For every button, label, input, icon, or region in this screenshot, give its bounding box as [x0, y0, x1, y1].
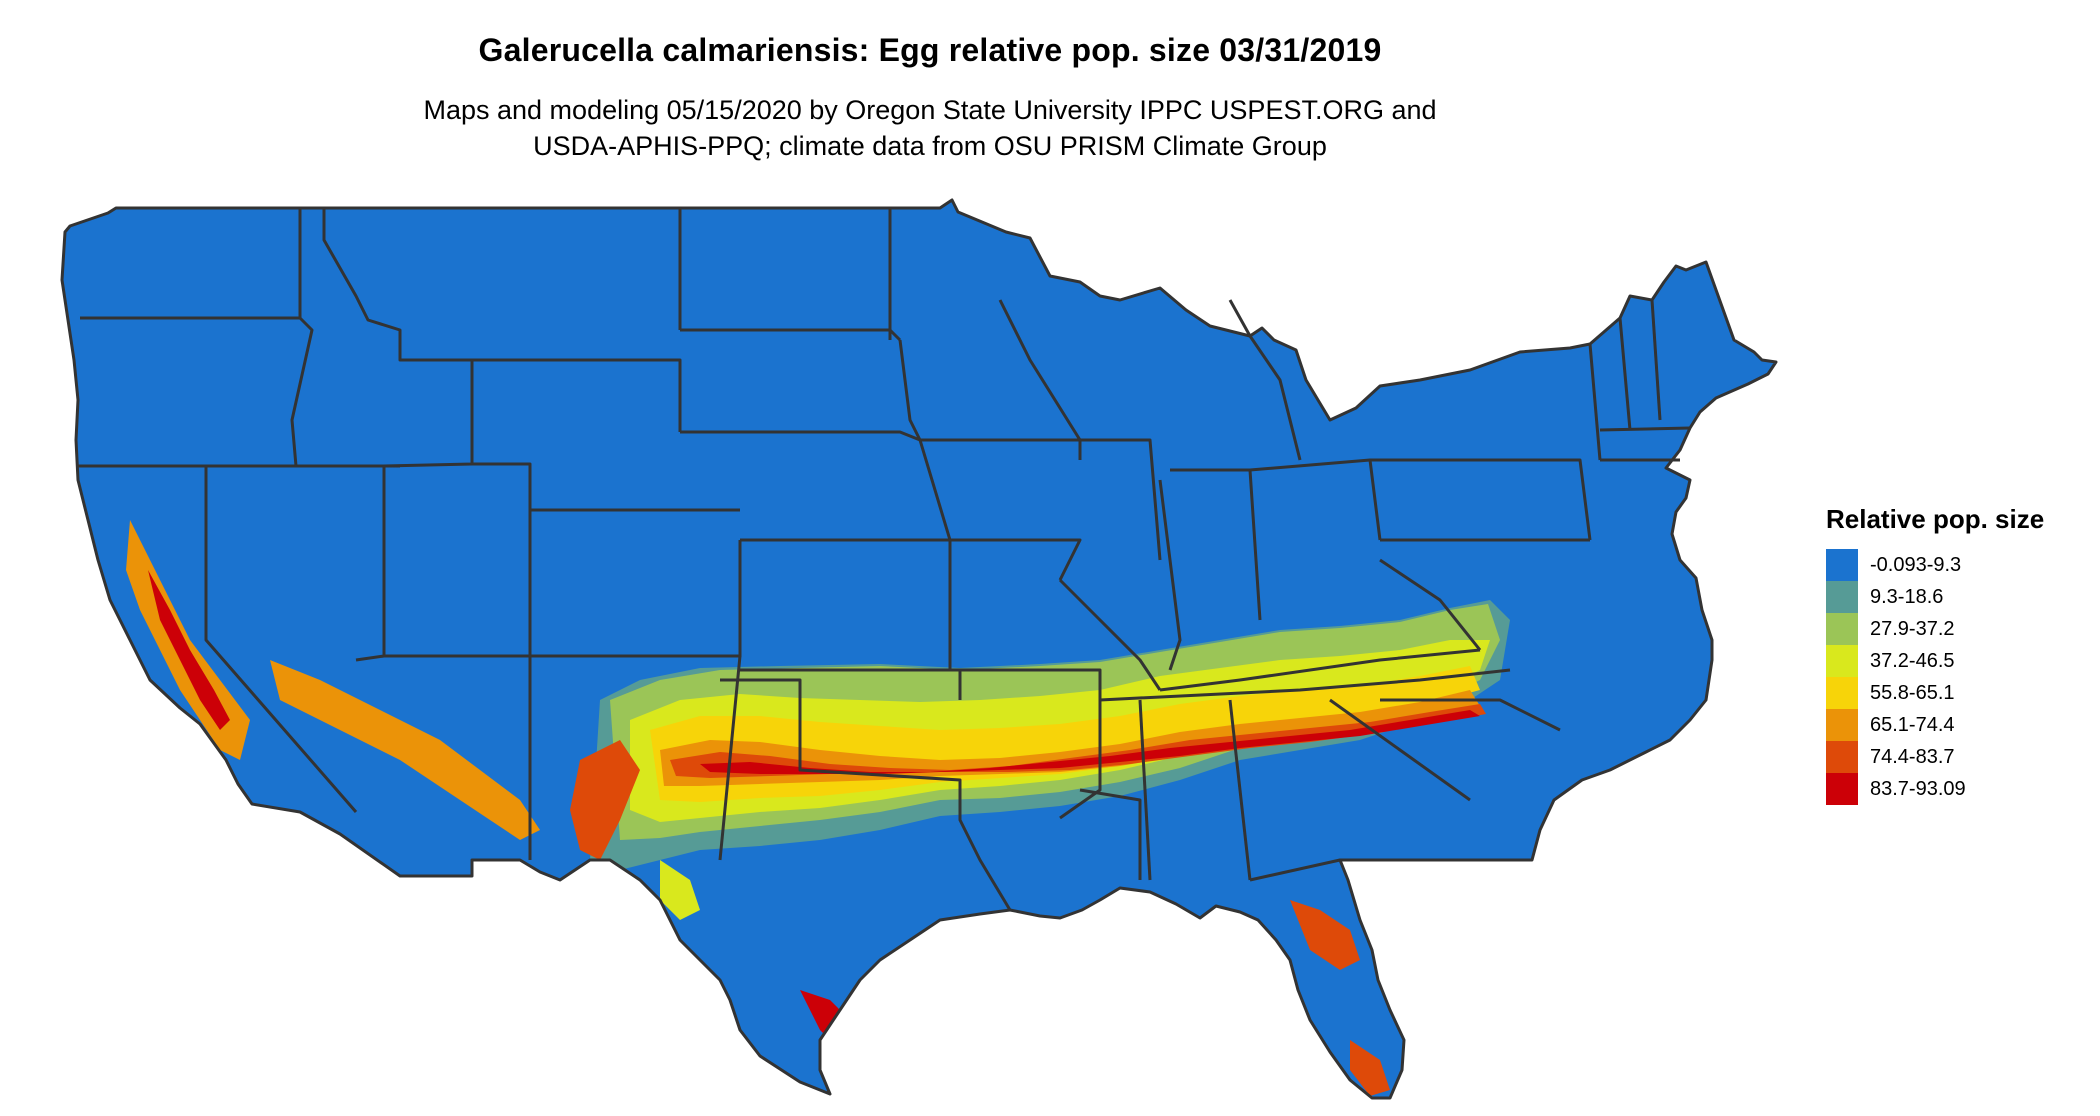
border-id-mt [322, 208, 472, 362]
legend-item: 55.8-65.1 [1826, 677, 2086, 709]
border-ut-co [472, 462, 740, 512]
map-title: Galerucella calmariensis: Egg relative p… [478, 32, 1382, 68]
border-id-west [290, 208, 314, 467]
desert-southwest-hotspot [270, 660, 540, 840]
border-ga-sc [1329, 698, 1471, 802]
border-mt-nd [402, 206, 682, 330]
legend-items: -0.093-9.3 9.3-18.6 27.9-37.2 37.2-46.5 … [1826, 549, 2086, 805]
legend-item: 27.9-37.2 [1826, 613, 2086, 645]
legend-label: 65.1-74.4 [1870, 713, 1955, 736]
legend-item: 37.2-46.5 [1826, 645, 2086, 677]
border-il-in [1158, 479, 1182, 671]
border-nh-me [1650, 299, 1662, 421]
legend-label: 27.9-37.2 [1870, 617, 1955, 640]
legend-item: -0.093-9.3 [1826, 549, 2086, 581]
border-sd-ne [680, 430, 921, 442]
state-borders [60, 198, 1778, 1100]
map-subtitle: Maps and modeling 05/15/2020 by Oregon S… [0, 92, 1860, 164]
legend-swatch [1826, 741, 1858, 773]
border-nm-tx [718, 655, 742, 861]
legend-swatch [1826, 549, 1858, 581]
border-al-ga [1228, 699, 1252, 881]
border-pa-ny [1370, 458, 1592, 541]
border-sc-nc [1380, 698, 1561, 732]
south-florida-hotspot [1350, 1040, 1390, 1096]
legend-label: 9.3-18.6 [1870, 585, 1944, 608]
border-il-mo [1058, 578, 1162, 691]
border-mn-wi [998, 299, 1082, 441]
legend-swatch [1826, 613, 1858, 645]
north-florida-hotspot [1290, 900, 1360, 970]
legend-swatch [1826, 773, 1858, 805]
border-ok-tx [720, 678, 1012, 911]
base-region [62, 200, 1776, 1098]
border-tn-south [1099, 668, 1511, 702]
subtitle-line-2: USDA-APHIS-PPQ; climate data from OSU PR… [533, 131, 1327, 161]
border-ga-fl [1249, 858, 1341, 882]
border-wi-il [1080, 438, 1162, 561]
legend-swatch [1826, 581, 1858, 613]
us-map [60, 198, 1778, 1100]
big-bend-hotspot [660, 860, 700, 920]
border-ms-al [1138, 699, 1152, 881]
border-ms-la [1079, 788, 1142, 880]
border-ky-tn [1159, 648, 1481, 692]
border-wv-va [1379, 558, 1482, 651]
band-65-74 [660, 690, 1480, 786]
legend-label: 37.2-46.5 [1870, 649, 1955, 672]
legend-title: Relative pop. size [1826, 504, 2045, 534]
legend-swatch [1826, 677, 1858, 709]
border-wy-sd [472, 358, 682, 432]
map-legend: Relative pop. size -0.093-9.3 9.3-18.6 2… [1826, 504, 2086, 805]
legend-item: 9.3-18.6 [1826, 581, 2086, 613]
border-ca-nv [204, 466, 358, 813]
legend-label: 83.7-93.09 [1870, 777, 1966, 800]
legend-label: -0.093-9.3 [1870, 553, 1962, 576]
band-83-93 [700, 710, 1480, 774]
michigan-lower [1228, 299, 1302, 461]
us-map-svg [60, 198, 1778, 1100]
legend-label: 55.8-65.1 [1870, 681, 1955, 704]
border-ia-ne [918, 439, 952, 541]
legend-swatch [1826, 645, 1858, 677]
legend-item: 65.1-74.4 [1826, 709, 2086, 741]
border-ny-vt [1588, 343, 1602, 461]
us-outline [60, 198, 1778, 1100]
map-raster [62, 200, 1776, 1098]
border-ia-mo [950, 538, 1082, 581]
border-mn-sd [898, 339, 922, 441]
legend-swatch [1826, 709, 1858, 741]
border-vt-nh [1618, 317, 1632, 431]
subtitle-line-1: Maps and modeling 05/15/2020 by Oregon S… [423, 95, 1437, 125]
california-central-valley-core [148, 570, 230, 730]
legend-label: 74.4-83.7 [1870, 745, 1955, 768]
new-mexico-hotspot [570, 740, 640, 860]
legend-item: 74.4-83.7 [1826, 741, 2086, 773]
border-ma [1599, 426, 1691, 432]
legend-item: 83.7-93.09 [1826, 773, 2086, 805]
